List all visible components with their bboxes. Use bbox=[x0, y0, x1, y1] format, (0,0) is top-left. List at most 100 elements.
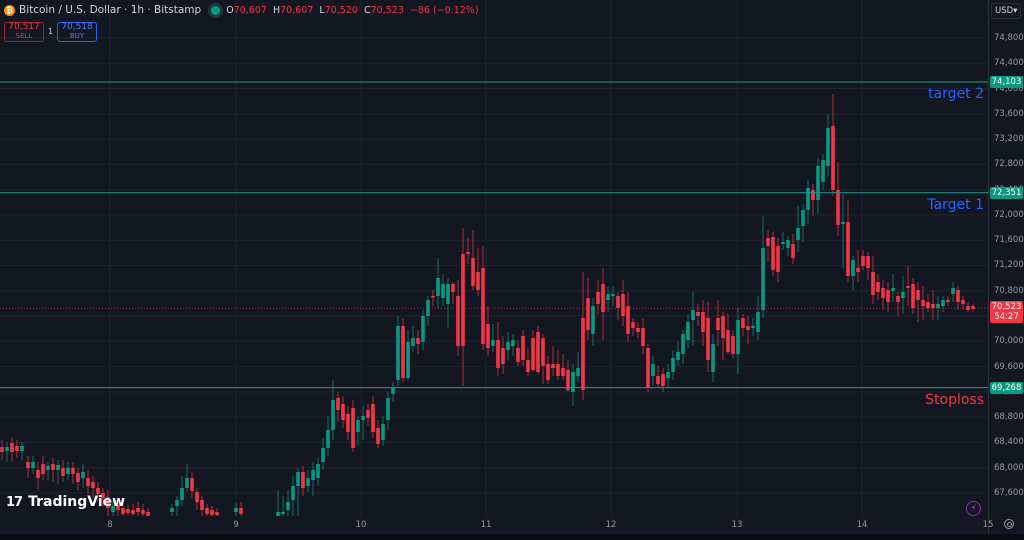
candle-body bbox=[576, 368, 580, 376]
candle-body bbox=[586, 298, 590, 330]
buy-button[interactable]: 70,518 BUY bbox=[57, 22, 97, 42]
time-tick: 15 bbox=[982, 520, 994, 530]
candle-body bbox=[621, 294, 625, 316]
line-label-target-2[interactable]: target 2 bbox=[928, 86, 984, 103]
candle-body bbox=[516, 348, 520, 362]
candle-body bbox=[71, 468, 75, 474]
candle-body bbox=[336, 398, 340, 410]
candle-body bbox=[866, 256, 870, 268]
candle-body bbox=[961, 300, 965, 304]
candle-body bbox=[190, 478, 194, 491]
price-tick: 72,800 bbox=[994, 159, 1024, 170]
symbol-title[interactable]: Bitcoin / U.S. Dollar · 1h · Bitstamp bbox=[19, 4, 202, 16]
candle-body bbox=[239, 508, 243, 514]
candle-body bbox=[616, 296, 620, 308]
candle-body bbox=[436, 278, 440, 296]
candle-body bbox=[306, 478, 310, 486]
candle-body bbox=[41, 464, 45, 474]
time-tick: 14 bbox=[856, 520, 868, 530]
candle-body bbox=[66, 468, 70, 474]
candle-body bbox=[391, 388, 395, 394]
candle-body bbox=[10, 443, 14, 452]
sell-label: SELL bbox=[15, 32, 33, 40]
candle-body bbox=[175, 500, 179, 506]
candle-body bbox=[646, 348, 650, 388]
candle-body bbox=[786, 240, 790, 248]
candle-body bbox=[636, 328, 640, 332]
candle-body bbox=[170, 508, 174, 512]
candle-body bbox=[386, 398, 390, 420]
gear-icon[interactable] bbox=[1004, 519, 1014, 529]
price-tag: 72,351 bbox=[990, 186, 1023, 199]
candle-body bbox=[31, 462, 35, 468]
candle-body bbox=[341, 404, 345, 420]
candle-body bbox=[126, 509, 130, 513]
candle-body bbox=[506, 342, 510, 350]
candle-body bbox=[896, 296, 900, 302]
candle-body bbox=[966, 306, 970, 310]
candle-body bbox=[931, 304, 935, 308]
candle-body bbox=[111, 506, 115, 512]
currency-select[interactable]: USD ▾ bbox=[991, 3, 1021, 19]
candle-body bbox=[826, 128, 830, 166]
candle-body bbox=[346, 414, 350, 432]
candle-body bbox=[101, 493, 105, 498]
line-label-target-1[interactable]: Target 1 bbox=[927, 196, 984, 213]
candle-body bbox=[801, 210, 805, 226]
candle-body bbox=[686, 322, 690, 340]
market-status-icon[interactable] bbox=[211, 5, 221, 15]
candle-body bbox=[36, 470, 40, 478]
buy-price: 70,518 bbox=[61, 22, 93, 32]
candle-body bbox=[426, 300, 430, 316]
candle-body bbox=[456, 296, 460, 346]
line-label-stoploss[interactable]: Stoploss bbox=[925, 391, 984, 408]
candle-body bbox=[446, 284, 450, 304]
price-tick: 74,000 bbox=[994, 83, 1024, 94]
candle-body bbox=[351, 408, 355, 448]
candle-body bbox=[200, 500, 204, 510]
candle-body bbox=[831, 126, 835, 190]
candle-body bbox=[461, 254, 465, 346]
candle-body bbox=[816, 166, 820, 200]
candle-body bbox=[56, 465, 60, 470]
tradingview-logo[interactable]: 17 TradingView bbox=[6, 494, 126, 510]
candle-body bbox=[26, 462, 30, 468]
candle-body bbox=[0, 447, 4, 452]
candle-body bbox=[136, 508, 140, 512]
candle-body bbox=[281, 512, 285, 514]
candle-body bbox=[666, 372, 670, 378]
candle-body bbox=[951, 288, 955, 294]
candle-body bbox=[311, 470, 315, 480]
candle-body bbox=[856, 268, 860, 272]
time-tick: 11 bbox=[480, 520, 492, 530]
candle-body bbox=[626, 306, 630, 334]
candle-body bbox=[195, 492, 199, 502]
candle-body bbox=[411, 338, 415, 346]
candle-body bbox=[696, 312, 700, 316]
lightning-icon[interactable]: ⚡ bbox=[966, 501, 981, 516]
candle-body bbox=[606, 294, 610, 300]
price-tick: 67,600 bbox=[994, 487, 1024, 498]
trade-quantity[interactable]: 1 bbox=[48, 27, 54, 36]
candle-body bbox=[571, 372, 575, 392]
candle-body bbox=[721, 316, 725, 338]
candle-body bbox=[946, 300, 950, 302]
candle-body bbox=[291, 486, 295, 500]
candle-body bbox=[661, 374, 665, 386]
candle-body bbox=[536, 332, 540, 372]
candle-body bbox=[736, 320, 740, 354]
candle-body bbox=[851, 260, 855, 276]
candle-body bbox=[356, 420, 360, 432]
candle-body bbox=[131, 510, 135, 514]
candle-body bbox=[746, 326, 750, 330]
candle-body bbox=[376, 428, 380, 444]
candle-body bbox=[116, 505, 120, 510]
candle-body bbox=[421, 316, 425, 342]
candle-body bbox=[406, 342, 410, 378]
candle-body bbox=[486, 324, 490, 348]
time-tick: 13 bbox=[731, 520, 743, 530]
sell-button[interactable]: 70,517 SELL bbox=[4, 22, 44, 42]
candle-body bbox=[766, 238, 770, 246]
candle-body bbox=[541, 338, 545, 366]
